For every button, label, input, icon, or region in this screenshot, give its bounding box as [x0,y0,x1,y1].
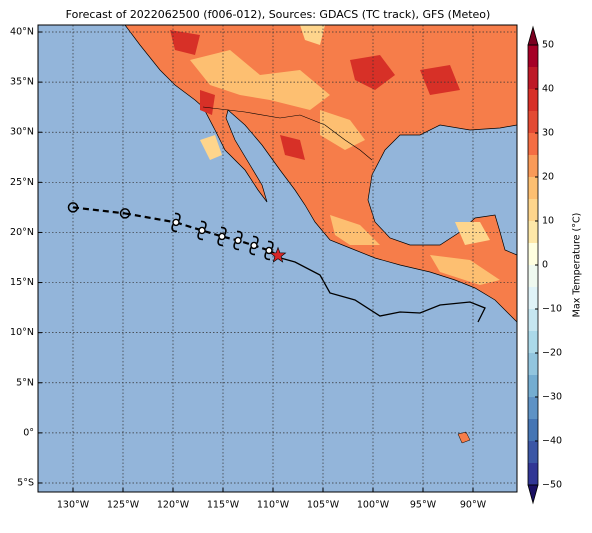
current-position [269,246,287,263]
y-tick-label: 25°N [10,177,34,188]
hurricane-eye [172,218,180,227]
colorbar-tick-label: −50 [542,480,562,491]
colorbar-tick-label: 40 [542,84,554,95]
colorbar-bin [528,177,538,199]
hurricane-eye [234,236,242,245]
colorbar-tick-label: −30 [542,392,562,403]
land-patch [200,25,490,245]
colorbar-bin [528,221,538,243]
x-tick-label: 130°W [57,500,90,511]
colorbar-bin [528,155,538,177]
colorbar-bin [528,287,538,309]
forecast-position [217,226,227,247]
axes: 130°W 125°W 120°W 115°W 110°W 105°W 100°W 95°W 9… [10,27,487,511]
colorbar-tick-label: −10 [542,304,562,315]
track-connector [124,212,177,224]
x-tick-label: 100°W [357,500,390,511]
colorbar-extend [527,25,539,46]
forecast-position [264,240,274,261]
x-tick-label: 95°W [410,500,437,511]
y-tick-label: 15°N [10,277,34,288]
colorbar-bin [528,265,538,287]
colorbar-bin [528,89,538,111]
past-position [67,202,79,213]
colorbar-tick-label: −20 [542,348,562,359]
colorbar-bin [528,111,538,133]
colorbar-bin [528,353,538,375]
colorbar-bin [528,375,538,397]
map-frame [37,24,518,493]
y-tick-label: 40°N [10,27,34,38]
colorbar-bin [528,45,538,67]
past-track-line [72,206,126,215]
past-position [119,208,131,219]
forecast-position [197,220,207,241]
hurricane-symbol [217,226,227,247]
border [202,106,373,161]
colorbar-tick-label: 10 [542,216,554,227]
grid [38,25,517,492]
hurricane-symbol [171,212,181,233]
colorbar-tick-label: 20 [542,172,554,183]
colorbar-tick-label: −40 [542,436,562,447]
track [67,202,287,263]
forecast-position [171,212,181,233]
colorbar-extend [527,484,539,505]
colorbar-bin [528,67,538,89]
x-tick-label: 120°W [157,500,190,511]
x-tick-label: 105°W [307,500,340,511]
colorbar-bin [528,133,538,155]
colorbar-bin [528,463,538,485]
forecast-position [249,235,259,256]
x-tick-label: 125°W [107,500,140,511]
land-patch [190,50,500,285]
y-tick-label: 0° [23,427,34,438]
x-tick-label: 90°W [460,500,487,511]
colorbar-bin [528,309,538,331]
y-tick-label: 30°N [10,127,34,138]
hurricane-symbol [233,230,243,251]
colorbar-bin [528,243,538,265]
forecast-position [233,230,243,251]
colorbar-bin [528,331,538,353]
hurricane-symbol [249,235,259,256]
y-tick-label: 10°N [10,327,34,338]
y-tick-label: 5°S [17,477,34,488]
hurricane-eye [198,226,206,235]
colorbar-bin [528,419,538,441]
colorbar-bin [528,199,538,221]
x-tick-label: 115°W [207,500,240,511]
hurricane-symbol [197,220,207,241]
hurricane-eye [250,241,258,250]
y-tick-label: 20°N [10,227,34,238]
map [38,25,517,492]
hurricane-symbol [264,240,274,261]
colorbar-bin [528,441,538,463]
colorbar-tick-label: 0 [542,260,548,271]
colorbar: −50 −40 −30 −20 −10 0 10 20 30 40 50 [527,25,562,505]
colorbar-bin [528,397,538,419]
track-boundary [276,256,486,323]
chart-title: Forecast of 2022062500 (f006-012), Sourc… [66,8,491,21]
hurricane-eye [265,246,273,255]
hurricane-eye [218,232,226,241]
y-tick-label: 35°N [10,77,34,88]
colorbar-label: Max Temperature (°C) [572,213,583,318]
island [457,431,471,444]
colorbar-tick-label: 30 [542,128,554,139]
colorbar-tick-label: 50 [542,40,554,51]
x-tick-label: 110°W [257,500,290,511]
y-tick-label: 5°N [16,377,34,388]
